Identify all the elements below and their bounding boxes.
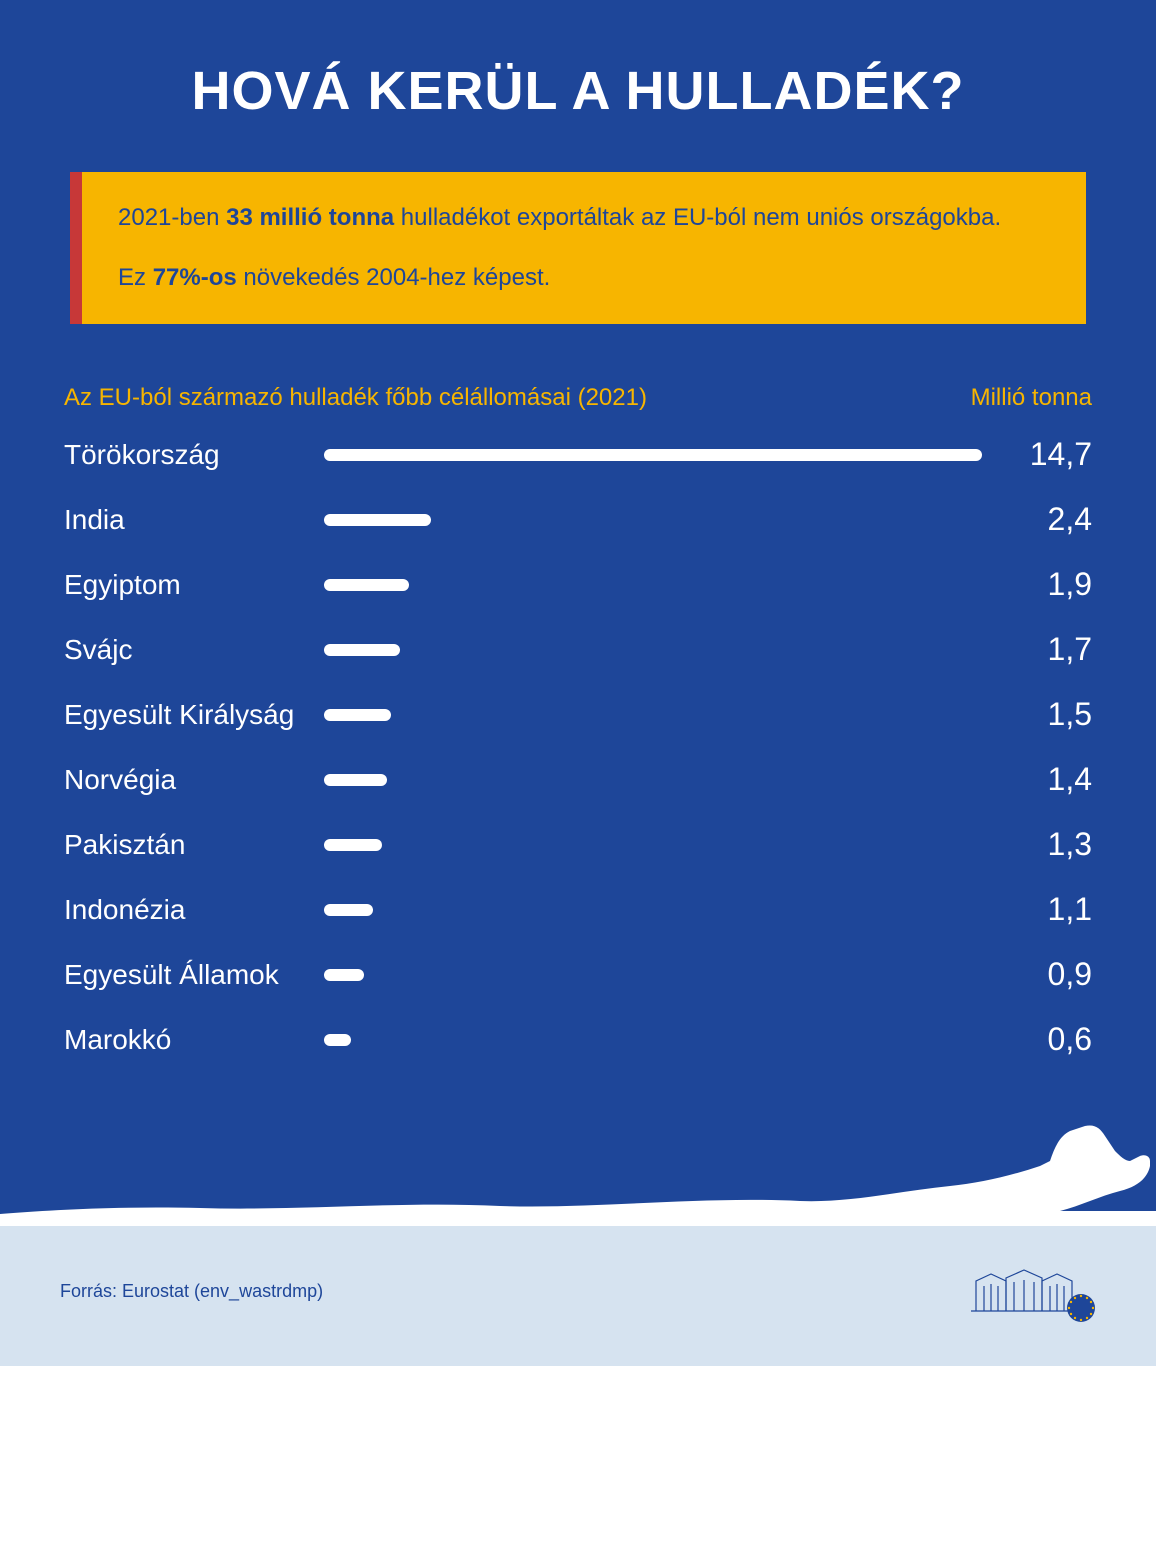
row-label: Indonézia [64, 894, 324, 926]
row-label: Marokkó [64, 1024, 324, 1056]
chart-row: Marokkó 0,6 [60, 1021, 1096, 1058]
chart-title: Az EU-ból származó hulladék főbb célállo… [64, 384, 647, 412]
row-value: 14,7 [982, 436, 1092, 473]
row-bar-wrap [324, 709, 982, 721]
chart-row: Norvégia 1,4 [60, 761, 1096, 798]
chart-unit-label: Millió tonna [971, 384, 1092, 412]
chart-rows: Törökország 14,7 India 2,4 Egyiptom 1,9 Svájc 1… [60, 436, 1096, 1226]
row-value: 1,9 [982, 566, 1092, 603]
info-bold: 77%-os [153, 264, 237, 291]
row-label: Norvégia [64, 764, 324, 796]
row-bar-wrap [324, 1034, 982, 1046]
row-bar [324, 1034, 351, 1046]
row-bar [324, 839, 382, 851]
chart-row: India 2,4 [60, 501, 1096, 538]
info-box: 2021-ben 33 millió tonna hulladékot expo… [70, 172, 1086, 324]
row-bar-wrap [324, 579, 982, 591]
row-bar [324, 644, 400, 656]
row-value: 0,9 [982, 956, 1092, 993]
row-value: 1,3 [982, 826, 1092, 863]
chart-row: Indonézia 1,1 [60, 891, 1096, 928]
info-line-1: 2021-ben 33 millió tonna hulladékot expo… [118, 200, 1050, 236]
chart-header: Az EU-ból származó hulladék főbb célállo… [60, 384, 1096, 412]
row-bar-wrap [324, 449, 982, 461]
info-bold: 33 millió tonna [226, 204, 394, 231]
european-parliament-logo-icon [966, 1256, 1096, 1326]
row-value: 1,4 [982, 761, 1092, 798]
footer: Forrás: Eurostat (env_wastrdmp) [0, 1226, 1156, 1366]
row-value: 1,1 [982, 891, 1092, 928]
page-title: HOVÁ KERÜL A HULLADÉK? [60, 60, 1096, 122]
row-bar [324, 579, 409, 591]
row-bar-wrap [324, 969, 982, 981]
row-bar [324, 709, 391, 721]
info-line-2: Ez 77%-os növekedés 2004-hez képest. [118, 260, 1050, 296]
row-bar [324, 449, 982, 461]
row-label: India [64, 504, 324, 536]
info-text: 2021-ben [118, 204, 226, 231]
info-text: hulladékot exportáltak az EU-ból nem uni… [394, 204, 1001, 231]
row-label: Egyesült Királyság [64, 699, 324, 731]
chart-row: Pakisztán 1,3 [60, 826, 1096, 863]
row-bar-wrap [324, 644, 982, 656]
row-bar-wrap [324, 774, 982, 786]
row-value: 0,6 [982, 1021, 1092, 1058]
chart-row: Törökország 14,7 [60, 436, 1096, 473]
row-bar-wrap [324, 904, 982, 916]
row-bar-wrap [324, 839, 982, 851]
row-label: Egyiptom [64, 569, 324, 601]
chart-row: Egyiptom 1,9 [60, 566, 1096, 603]
row-value: 1,5 [982, 696, 1092, 733]
row-bar [324, 904, 373, 916]
page: HOVÁ KERÜL A HULLADÉK? 2021-ben 33 milli… [0, 0, 1156, 1366]
chart-row: Egyesült Államok 0,9 [60, 956, 1096, 993]
row-label: Egyesült Államok [64, 959, 324, 991]
row-label: Pakisztán [64, 829, 324, 861]
main-panel: HOVÁ KERÜL A HULLADÉK? 2021-ben 33 milli… [0, 0, 1156, 1226]
chart-row: Svájc 1,7 [60, 631, 1096, 668]
row-value: 1,7 [982, 631, 1092, 668]
row-label: Svájc [64, 634, 324, 666]
row-bar [324, 774, 387, 786]
info-text: növekedés 2004-hez képest. [237, 264, 551, 291]
row-bar [324, 514, 431, 526]
row-value: 2,4 [982, 501, 1092, 538]
info-text: Ez [118, 264, 153, 291]
row-bar-wrap [324, 514, 982, 526]
row-label: Törökország [64, 439, 324, 471]
chart-row: Egyesült Királyság 1,5 [60, 696, 1096, 733]
row-bar [324, 969, 364, 981]
source-text: Forrás: Eurostat (env_wastrdmp) [60, 1281, 323, 1302]
